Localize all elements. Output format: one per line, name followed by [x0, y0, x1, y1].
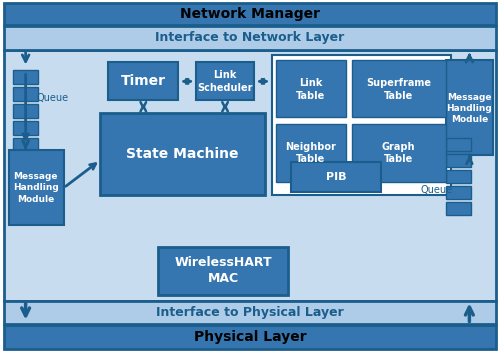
Text: Link
Scheduler: Link Scheduler	[198, 70, 253, 93]
Bar	[291, 162, 380, 192]
Bar	[8, 150, 64, 225]
Bar	[4, 3, 496, 24]
Bar	[12, 87, 38, 101]
Bar	[12, 138, 38, 152]
Text: Queue: Queue	[36, 93, 68, 103]
Text: Network Manager: Network Manager	[180, 7, 320, 21]
Bar	[272, 55, 452, 195]
Bar	[276, 124, 345, 182]
Bar	[4, 301, 496, 324]
Bar	[12, 70, 38, 84]
Bar	[446, 60, 494, 155]
Bar	[12, 104, 38, 118]
Text: WirelessHART
MAC: WirelessHART MAC	[174, 256, 272, 285]
Text: Interface to Network Layer: Interface to Network Layer	[156, 31, 344, 44]
Bar	[4, 26, 496, 49]
Text: Link
Table: Link Table	[296, 78, 326, 100]
Bar	[446, 202, 471, 215]
Bar	[100, 113, 265, 195]
Bar	[446, 170, 471, 183]
Bar	[446, 138, 471, 151]
Text: Neighbor
Table: Neighbor Table	[286, 142, 337, 164]
Text: Message
Handling
Module: Message Handling Module	[12, 173, 58, 203]
Text: Graph
Table: Graph Table	[382, 142, 416, 164]
Bar	[352, 60, 446, 117]
Bar	[4, 326, 496, 349]
Text: Queue: Queue	[420, 185, 452, 195]
Bar	[196, 62, 254, 100]
Text: Physical Layer: Physical Layer	[194, 331, 306, 344]
Bar	[4, 50, 496, 301]
Bar	[446, 154, 471, 167]
Text: Superframe
Table: Superframe Table	[366, 78, 431, 100]
Text: Interface to Physical Layer: Interface to Physical Layer	[156, 306, 344, 319]
Text: PIB: PIB	[326, 172, 346, 182]
Bar	[276, 60, 345, 117]
Bar	[352, 124, 446, 182]
Text: State Machine: State Machine	[126, 147, 238, 161]
Bar	[108, 62, 178, 100]
Text: Message
Handling
Module: Message Handling Module	[446, 93, 492, 124]
Bar	[12, 121, 38, 135]
Text: Timer: Timer	[121, 75, 166, 88]
Bar	[446, 186, 471, 199]
Bar	[158, 247, 288, 295]
